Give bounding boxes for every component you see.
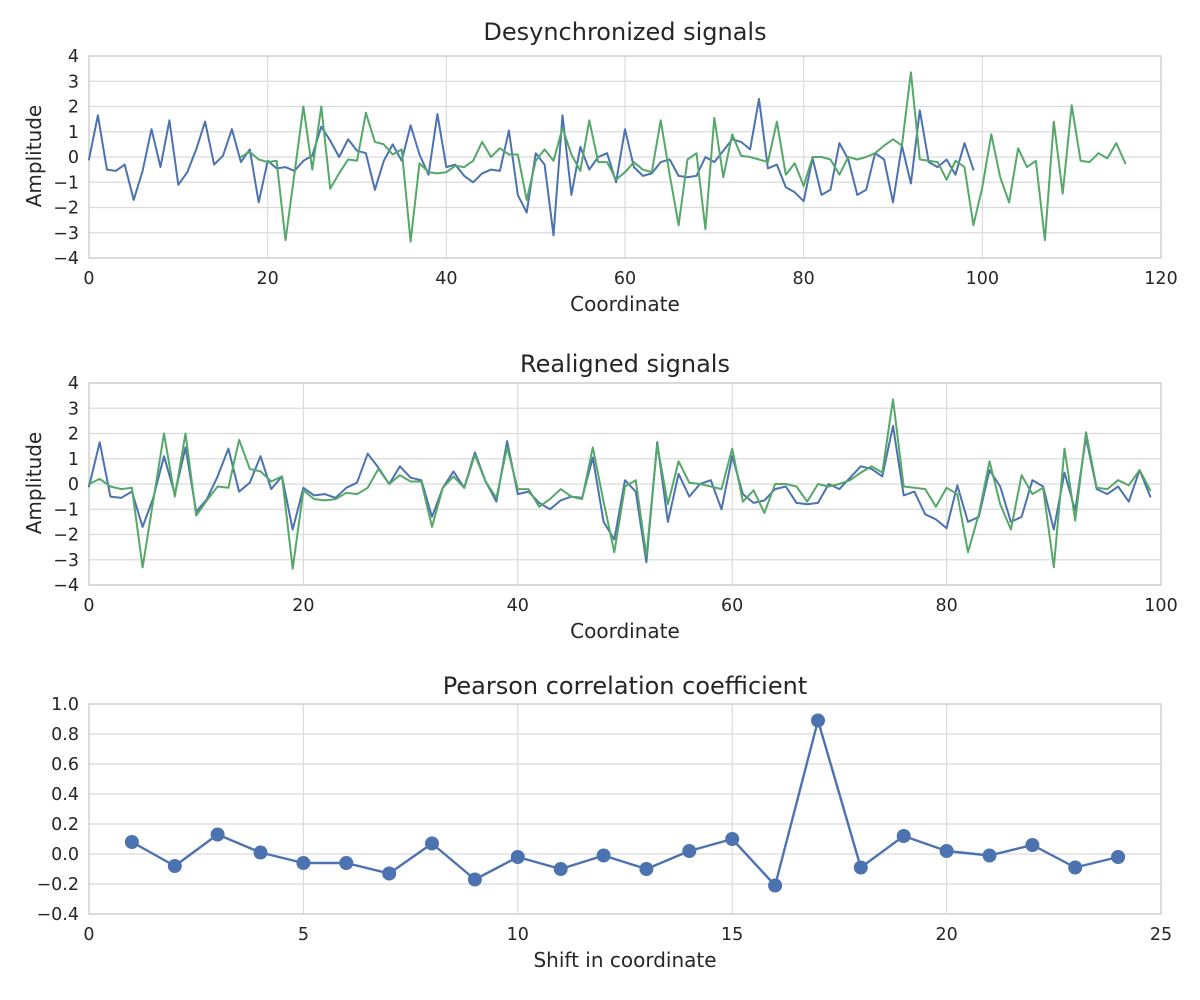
data-point-marker (1111, 850, 1126, 864)
x-tick-label: 100 (1144, 596, 1177, 616)
y-tick-label: −0.4 (37, 905, 80, 925)
y-tick-label: −4 (53, 249, 79, 269)
data-point-marker (425, 836, 439, 851)
signal-1-line (88, 97, 975, 237)
x-tick-label: 60 (721, 596, 743, 616)
x-tick-label: 60 (614, 269, 636, 289)
data-point-marker (296, 856, 311, 870)
grid-lines (88, 55, 1162, 259)
chart2-title: Realigned signals (520, 350, 730, 378)
data-point-marker (1025, 838, 1040, 852)
grid-lines (88, 703, 1162, 915)
signal-2-realigned-line (88, 398, 1152, 570)
data-point-marker (339, 856, 354, 870)
chart2-yaxis-label: Amplitude (22, 431, 46, 535)
y-tick-label: 3 (68, 399, 79, 419)
x-tick-label: 80 (935, 596, 957, 616)
y-tick-label: −0.2 (37, 875, 80, 895)
x-tick-label: 20 (257, 269, 279, 289)
data-point-marker (896, 829, 911, 843)
x-tick-label: 25 (1150, 925, 1172, 945)
x-tick-label: 20 (292, 596, 314, 616)
y-tick-label: 1 (68, 450, 79, 470)
x-tick-label: 80 (793, 269, 815, 289)
chart1-title: Desynchronized signals (483, 18, 767, 46)
x-tick-label: 120 (1144, 269, 1177, 289)
y-tick-label: 3 (68, 72, 79, 92)
y-tick-label: 4 (68, 47, 79, 67)
y-tick-label: 0.0 (51, 845, 79, 865)
data-point-marker (682, 844, 697, 858)
y-tick-label: 2 (68, 425, 79, 445)
data-point-marker (382, 866, 397, 881)
data-point-marker (124, 835, 139, 849)
x-tick-label: 40 (435, 269, 457, 289)
y-tick-label: 0.6 (51, 755, 79, 775)
data-point-marker (811, 713, 825, 728)
y-tick-label: −4 (53, 576, 79, 596)
y-tick-label: −2 (53, 199, 79, 219)
y-tick-label: −1 (53, 500, 79, 520)
y-tick-label: −2 (53, 526, 79, 546)
y-tick-label: 0.8 (51, 725, 79, 745)
data-point-marker (553, 862, 568, 876)
chart1-xaxis-label: Coordinate (570, 292, 680, 316)
x-tick-label: 100 (966, 269, 999, 289)
data-point-marker (639, 862, 654, 876)
x-tick-label: 0 (83, 596, 94, 616)
x-tick-label: 20 (935, 925, 957, 945)
chart3-title: Pearson correlation coefficient (442, 672, 808, 700)
y-tick-label: −1 (53, 173, 79, 193)
data-point-marker (939, 844, 954, 858)
chart1-yaxis-label: Amplitude (22, 104, 46, 208)
data-point-marker (853, 860, 868, 875)
data-point-marker (210, 827, 225, 842)
x-tick-label: 15 (721, 925, 743, 945)
y-tick-label: 0 (68, 148, 79, 168)
y-tick-label: 1 (68, 123, 79, 143)
axes-box (88, 703, 1162, 915)
x-tick-label: 0 (83, 925, 94, 945)
y-tick-label: 0.4 (51, 785, 79, 805)
pearson-r-vs-shift-markers (124, 713, 1126, 893)
signal-1-line (88, 424, 1152, 564)
data-point-marker (467, 872, 482, 887)
pearson-r-vs-shift-line (130, 719, 1120, 887)
y-tick-label: 0 (68, 475, 79, 495)
data-point-marker (1068, 860, 1083, 875)
tick-labels: 0 5 10 15 20 25 1.0 0.8 0.6 0.4 0.2 0.0 −0.2 −0.4 (37, 695, 1173, 945)
tick-labels: 0 20 40 60 80 100 120 4 3 2 1 0 −1 −2 −3 −4 (53, 47, 1178, 289)
data-point-marker (982, 848, 997, 863)
chart2-xaxis-label: Coordinate (570, 619, 680, 643)
data-point-marker (725, 832, 740, 846)
data-point-marker (253, 845, 268, 860)
data-point-marker (510, 850, 525, 864)
data-point-marker (167, 859, 182, 873)
x-tick-label: 40 (507, 596, 529, 616)
chart3-xaxis-label: Shift in coordinate (533, 948, 717, 972)
tick-labels: 0 20 40 60 80 100 4 3 2 1 0 −1 −2 −3 −4 (53, 374, 1178, 616)
data-point-marker (768, 878, 783, 893)
y-tick-label: −3 (53, 551, 79, 571)
x-tick-label: 5 (298, 925, 309, 945)
x-tick-label: 0 (83, 269, 94, 289)
y-tick-label: −3 (53, 224, 79, 244)
data-point-marker (596, 848, 611, 863)
signal-2-shifted-line (239, 71, 1127, 243)
y-tick-label: 4 (68, 374, 79, 394)
y-tick-label: 2 (68, 98, 79, 118)
y-tick-label: 0.2 (51, 815, 79, 835)
x-tick-label: 10 (507, 925, 529, 945)
y-tick-label: 1.0 (51, 695, 79, 715)
